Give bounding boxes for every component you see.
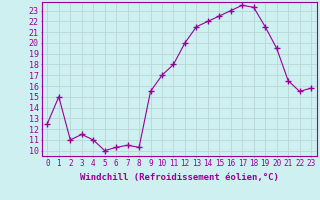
X-axis label: Windchill (Refroidissement éolien,°C): Windchill (Refroidissement éolien,°C) xyxy=(80,173,279,182)
